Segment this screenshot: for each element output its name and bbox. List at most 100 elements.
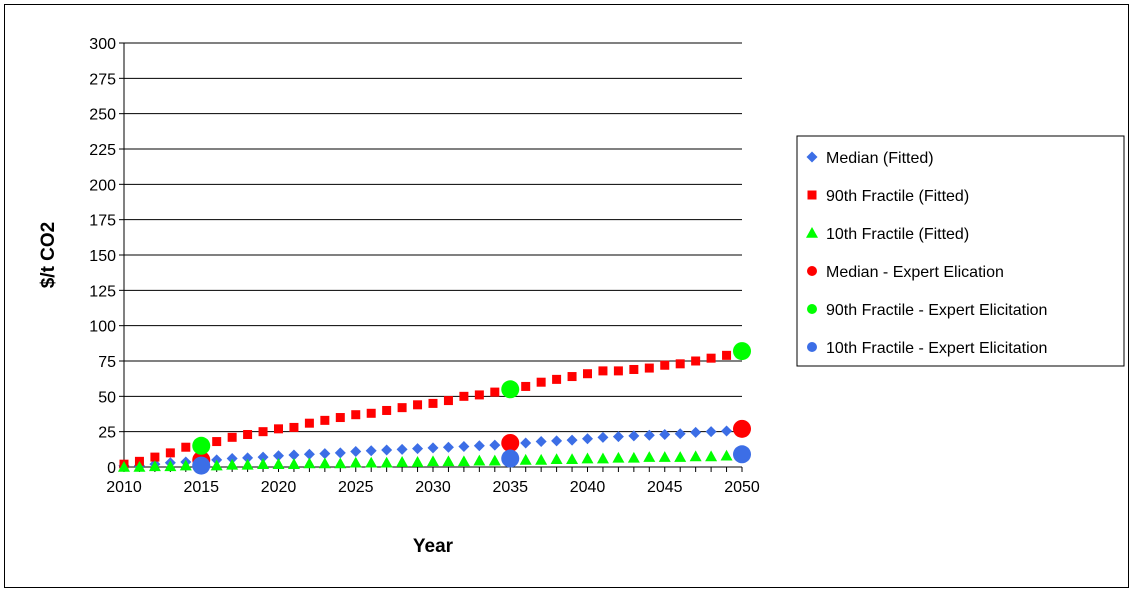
square-point <box>335 413 345 423</box>
legend-entry-label: 90th Fractile (Fitted) <box>826 188 969 205</box>
diamond-point <box>520 437 532 449</box>
circle-point <box>501 449 520 468</box>
square-point <box>181 442 191 452</box>
diamond-point <box>334 447 346 459</box>
legend-entry-label: Median (Fitted) <box>826 150 934 167</box>
square-point <box>583 369 592 379</box>
diamond-point <box>303 448 315 460</box>
square-point <box>351 410 361 420</box>
legend-box <box>796 135 1125 367</box>
y-tick-label: 0 <box>107 460 116 477</box>
square-point <box>413 400 423 410</box>
diamond-point <box>365 445 377 457</box>
circle-point <box>501 433 520 452</box>
square-point <box>675 359 685 369</box>
triangle-point <box>380 456 393 468</box>
x-tick-label: 2025 <box>338 479 374 496</box>
circle-point <box>733 445 751 464</box>
triangle-point <box>396 456 409 467</box>
legend-circle-icon <box>807 342 817 352</box>
diamond-point <box>242 452 254 464</box>
triangle-point <box>287 458 300 469</box>
square-point <box>722 350 732 360</box>
triangle-point <box>164 460 177 472</box>
diamond-point <box>566 434 578 446</box>
triangle-point <box>643 451 656 462</box>
legend-triangle-icon <box>806 227 818 238</box>
square-point <box>304 418 314 428</box>
triangle-point <box>473 454 486 466</box>
circle-point <box>192 456 211 475</box>
diamond-point <box>427 442 439 454</box>
triangle-point <box>674 451 687 462</box>
triangle-point <box>148 460 161 472</box>
diamond-point <box>412 443 424 455</box>
triangle-point <box>210 459 223 471</box>
legend-circle-icon <box>807 304 817 314</box>
diamond-point <box>674 428 686 440</box>
y-tick-label: 100 <box>89 319 116 336</box>
square-point <box>289 422 299 432</box>
triangle-point <box>303 457 316 469</box>
diamond-point <box>458 441 470 453</box>
triangle-point <box>689 450 702 462</box>
triangle-point <box>427 455 439 467</box>
y-tick-label: 175 <box>89 213 116 230</box>
y-tick-label: 200 <box>89 177 116 194</box>
series-3 <box>118 449 748 472</box>
y-tick-label: 75 <box>98 354 116 371</box>
square-point <box>382 405 392 415</box>
diamond-point <box>705 426 717 438</box>
triangle-point <box>519 453 532 465</box>
triangle-point <box>720 449 733 461</box>
x-tick-label: 2035 <box>492 479 528 496</box>
diamond-point <box>288 449 300 461</box>
diamond-point <box>226 453 238 465</box>
square-point <box>320 415 330 425</box>
square-point <box>629 364 639 374</box>
square-point <box>474 390 484 400</box>
diamond-point <box>643 429 655 441</box>
legend: Median (Fitted) 90th Fractile (Fitted) 10t… <box>796 135 1125 367</box>
x-axis-title: Year <box>413 536 454 557</box>
diamond-point <box>721 425 733 437</box>
legend-diamond-icon <box>806 151 818 163</box>
legend-entry-label: Median - Expert Elication <box>826 264 1004 281</box>
triangle-point <box>627 451 640 463</box>
data-marks <box>118 342 751 475</box>
legend-entry-label: 10th Fractile - Expert Elicitation <box>826 340 1047 357</box>
x-tick-label: 2050 <box>724 479 760 496</box>
diamond-point <box>396 443 408 455</box>
triangle-point <box>535 453 548 465</box>
circle-point <box>733 419 751 438</box>
triangle-point <box>118 461 130 472</box>
triangle-point <box>318 457 331 469</box>
diamond-point <box>350 445 362 457</box>
triangle-point <box>442 455 455 467</box>
diamond-point <box>628 430 640 442</box>
triangle-point <box>566 453 579 465</box>
triangle-point <box>705 450 718 462</box>
square-point <box>706 353 716 363</box>
diamond-point <box>582 433 593 445</box>
square-point <box>243 429 253 439</box>
x-tick-labels: 2010 2015 2020 2025 2030 2035 2040 2045 2050 <box>106 479 760 496</box>
triangle-point <box>550 453 563 465</box>
x-tick-label: 2010 <box>106 479 142 496</box>
x-tick-label: 2045 <box>647 479 683 496</box>
diamond-point <box>551 435 563 447</box>
diamond-point <box>319 448 331 460</box>
triangle-point <box>272 458 285 469</box>
diamond-point <box>612 431 624 443</box>
diamond-point <box>381 444 393 456</box>
square-point <box>536 377 546 387</box>
x-tick-label: 2030 <box>415 479 451 496</box>
diamond-point <box>659 428 671 440</box>
y-tick-label: 225 <box>89 142 116 159</box>
series-5 <box>192 342 751 455</box>
diamond-point <box>535 436 547 448</box>
triangle-point <box>658 451 671 462</box>
y-tick-label: 125 <box>89 283 116 300</box>
y-axis-title: $/t CO2 <box>38 222 59 289</box>
